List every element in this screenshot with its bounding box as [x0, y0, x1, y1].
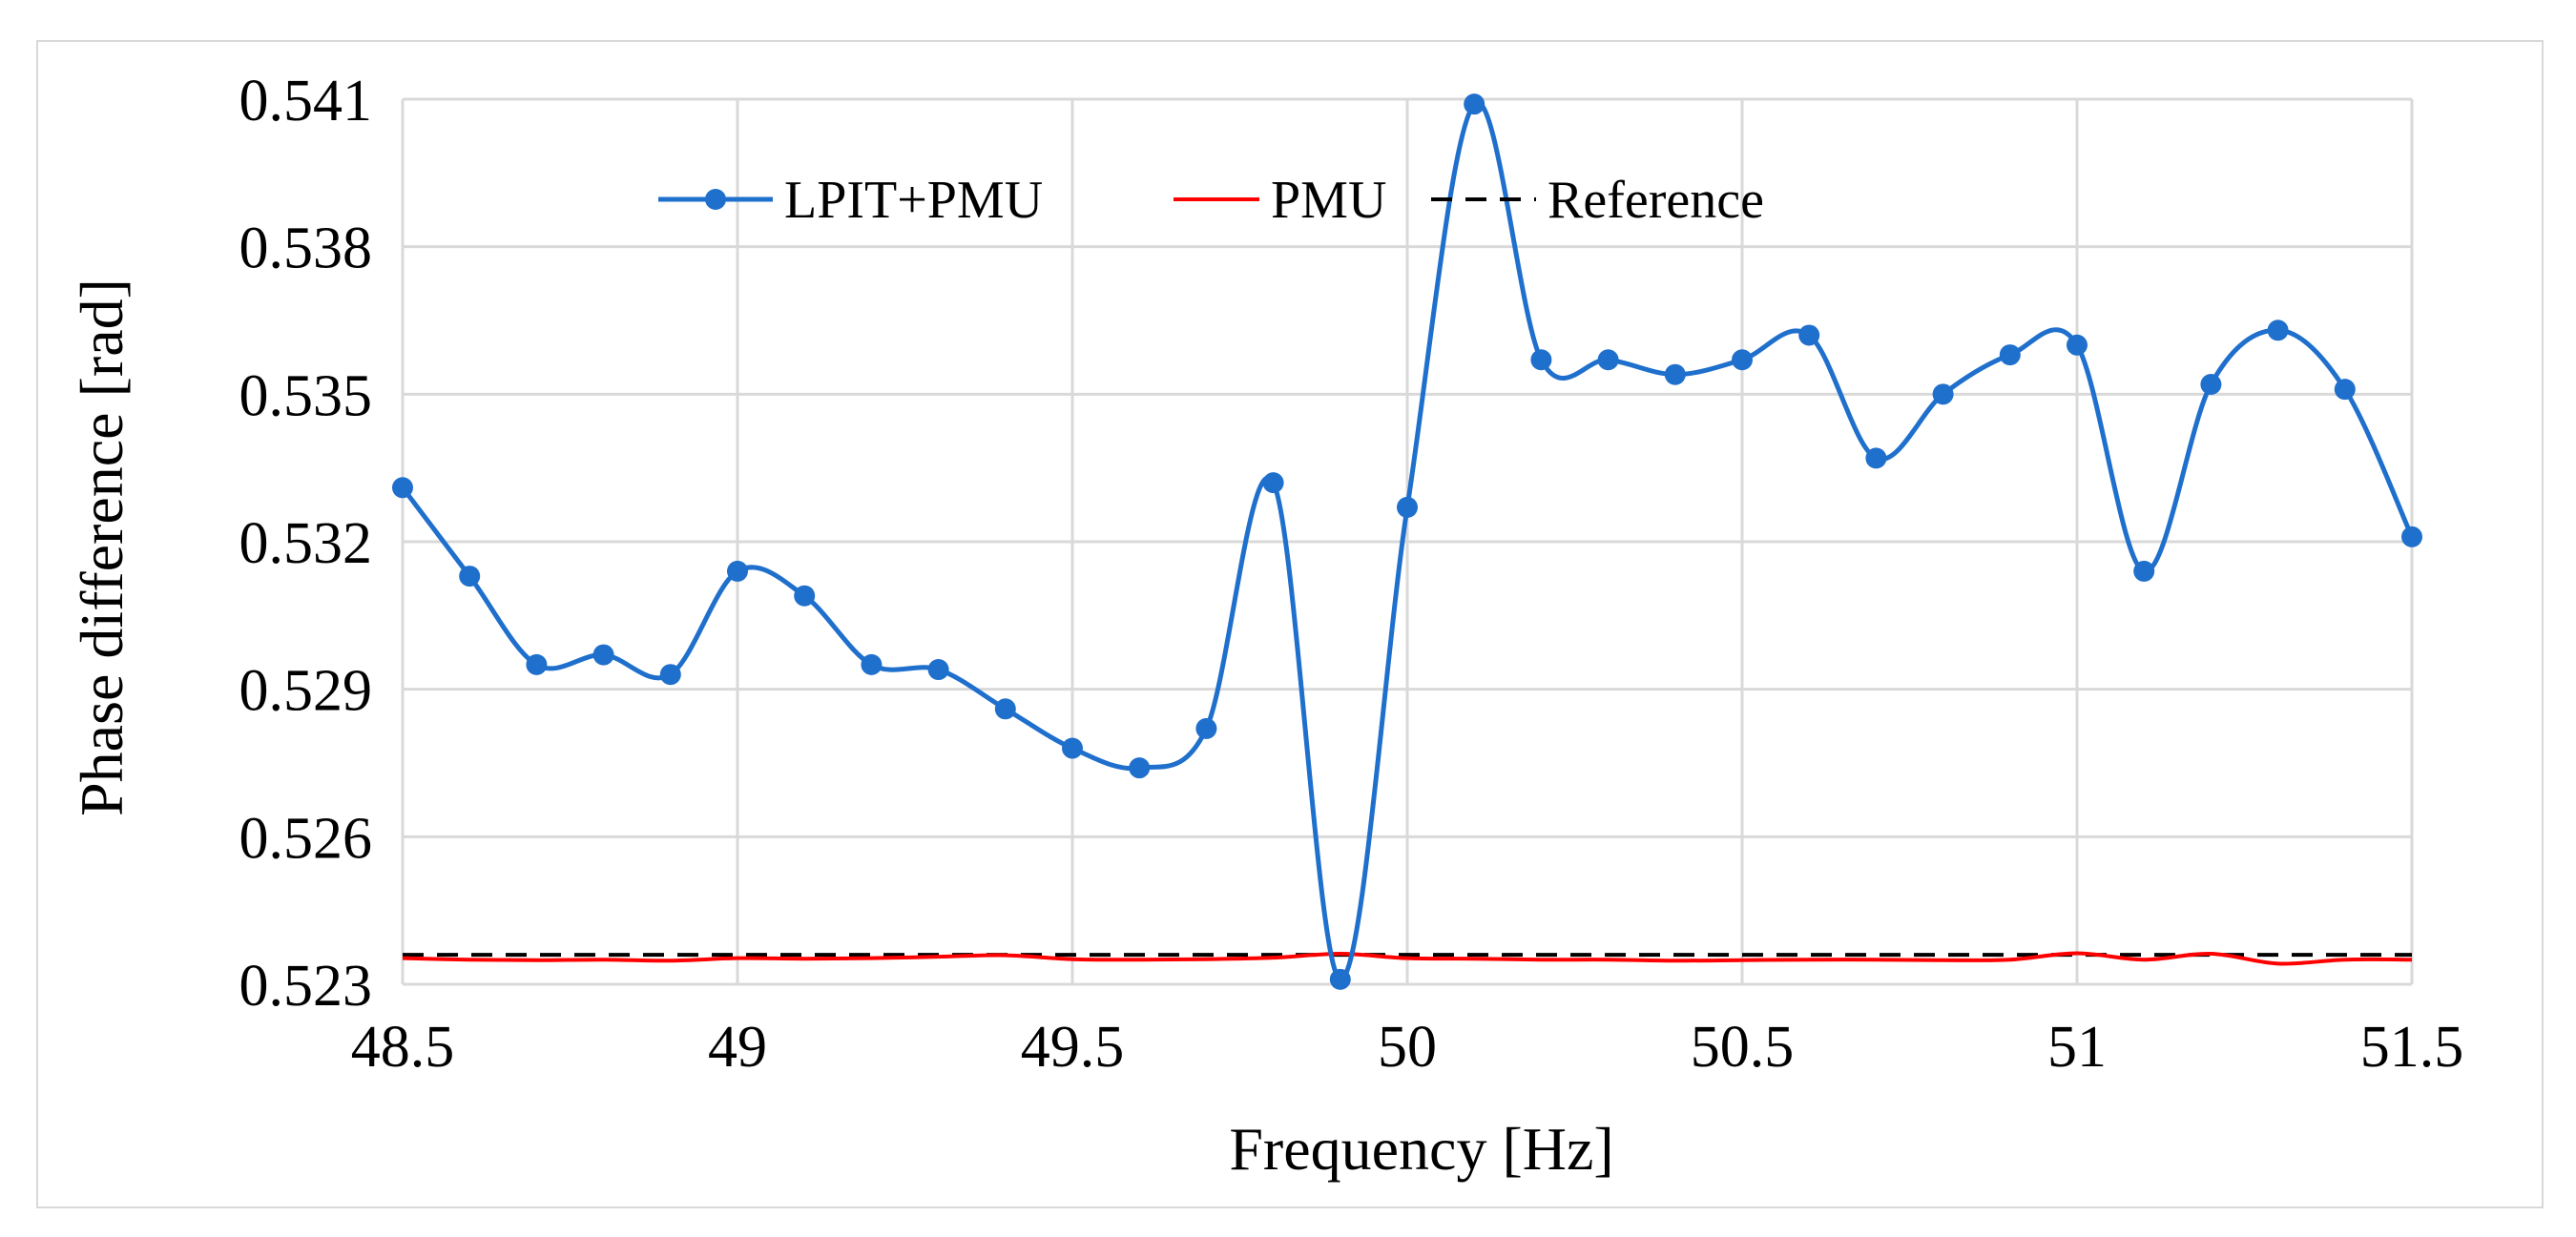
y-tick-label: 0.526 — [239, 806, 373, 871]
data-point-lpit-pmu — [994, 698, 1016, 720]
data-point-lpit-pmu — [1798, 324, 1820, 346]
y-tick-label: 0.532 — [239, 511, 373, 576]
y-tick-label: 0.538 — [239, 216, 373, 281]
grid — [401, 97, 2414, 986]
legend-label-reference: Reference — [1548, 171, 1764, 230]
y-axis-title: Phase difference [rad] — [68, 278, 135, 816]
x-tick-label: 51 — [2047, 1015, 2107, 1080]
legend: LPIT+PMU PMU Reference — [658, 171, 1764, 230]
data-point-lpit-pmu — [2334, 379, 2356, 401]
data-point-lpit-pmu — [1329, 968, 1351, 990]
data-point-lpit-pmu — [861, 653, 883, 675]
x-tick-label: 48.5 — [351, 1015, 455, 1080]
legend-label-lpit-pmu: LPIT+PMU — [784, 171, 1043, 230]
y-tick-label: 0.541 — [239, 69, 373, 134]
legend-marker-lpit-pmu — [705, 189, 726, 210]
chart-frame: 0.523 0.526 0.529 0.532 0.535 0.538 0.541 48.5… — [36, 40, 2544, 1208]
phase-difference-chart: 0.523 0.526 0.529 0.532 0.535 0.538 0.541 48.5… — [68, 69, 2464, 1183]
data-point-lpit-pmu — [392, 477, 413, 499]
data-point-lpit-pmu — [659, 664, 681, 686]
x-tick-label: 49 — [708, 1015, 767, 1080]
data-point-lpit-pmu — [2067, 334, 2088, 356]
x-axis-title: Frequency [Hz] — [1229, 1115, 1613, 1183]
data-point-lpit-pmu — [1932, 383, 1954, 405]
data-point-lpit-pmu — [2267, 320, 2289, 341]
y-tick-label: 0.529 — [239, 659, 373, 724]
y-tick-label: 0.535 — [239, 363, 373, 428]
data-point-lpit-pmu — [1530, 349, 1552, 371]
data-point-lpit-pmu — [2200, 374, 2222, 396]
data-point-lpit-pmu — [1999, 344, 2021, 366]
y-axis-ticks: 0.523 0.526 0.529 0.532 0.535 0.538 0.541 — [239, 69, 373, 1019]
data-point-lpit-pmu — [1664, 363, 1686, 385]
data-point-lpit-pmu — [1597, 349, 1619, 371]
series-line-pmu — [402, 951, 2413, 966]
data-point-lpit-pmu — [592, 644, 614, 666]
x-tick-label: 50 — [1378, 1015, 1437, 1080]
data-point-lpit-pmu — [1262, 472, 1284, 494]
data-point-lpit-pmu — [927, 659, 949, 681]
data-point-lpit-pmu — [526, 653, 548, 675]
x-tick-label: 50.5 — [1691, 1015, 1795, 1080]
data-point-lpit-pmu — [1062, 737, 1083, 759]
data-point-lpit-pmu — [1129, 757, 1151, 779]
data-point-lpit-pmu — [459, 566, 481, 588]
x-tick-label: 51.5 — [2360, 1015, 2464, 1080]
data-point-lpit-pmu — [1865, 447, 1887, 469]
series-layer — [392, 93, 2422, 990]
y-tick-label: 0.523 — [239, 954, 373, 1019]
x-axis-ticks: 48.5 49 49.5 50 50.5 51 51.5 — [351, 1015, 2464, 1080]
data-point-lpit-pmu — [1464, 93, 1485, 115]
data-point-lpit-pmu — [794, 585, 816, 607]
data-point-lpit-pmu — [2401, 526, 2422, 547]
data-point-lpit-pmu — [1397, 496, 1418, 518]
data-point-lpit-pmu — [2133, 560, 2155, 582]
data-point-lpit-pmu — [727, 560, 748, 582]
data-point-lpit-pmu — [1195, 717, 1217, 739]
legend-label-pmu: PMU — [1271, 171, 1386, 230]
x-tick-label: 49.5 — [1021, 1015, 1125, 1080]
data-point-lpit-pmu — [1732, 349, 1753, 371]
